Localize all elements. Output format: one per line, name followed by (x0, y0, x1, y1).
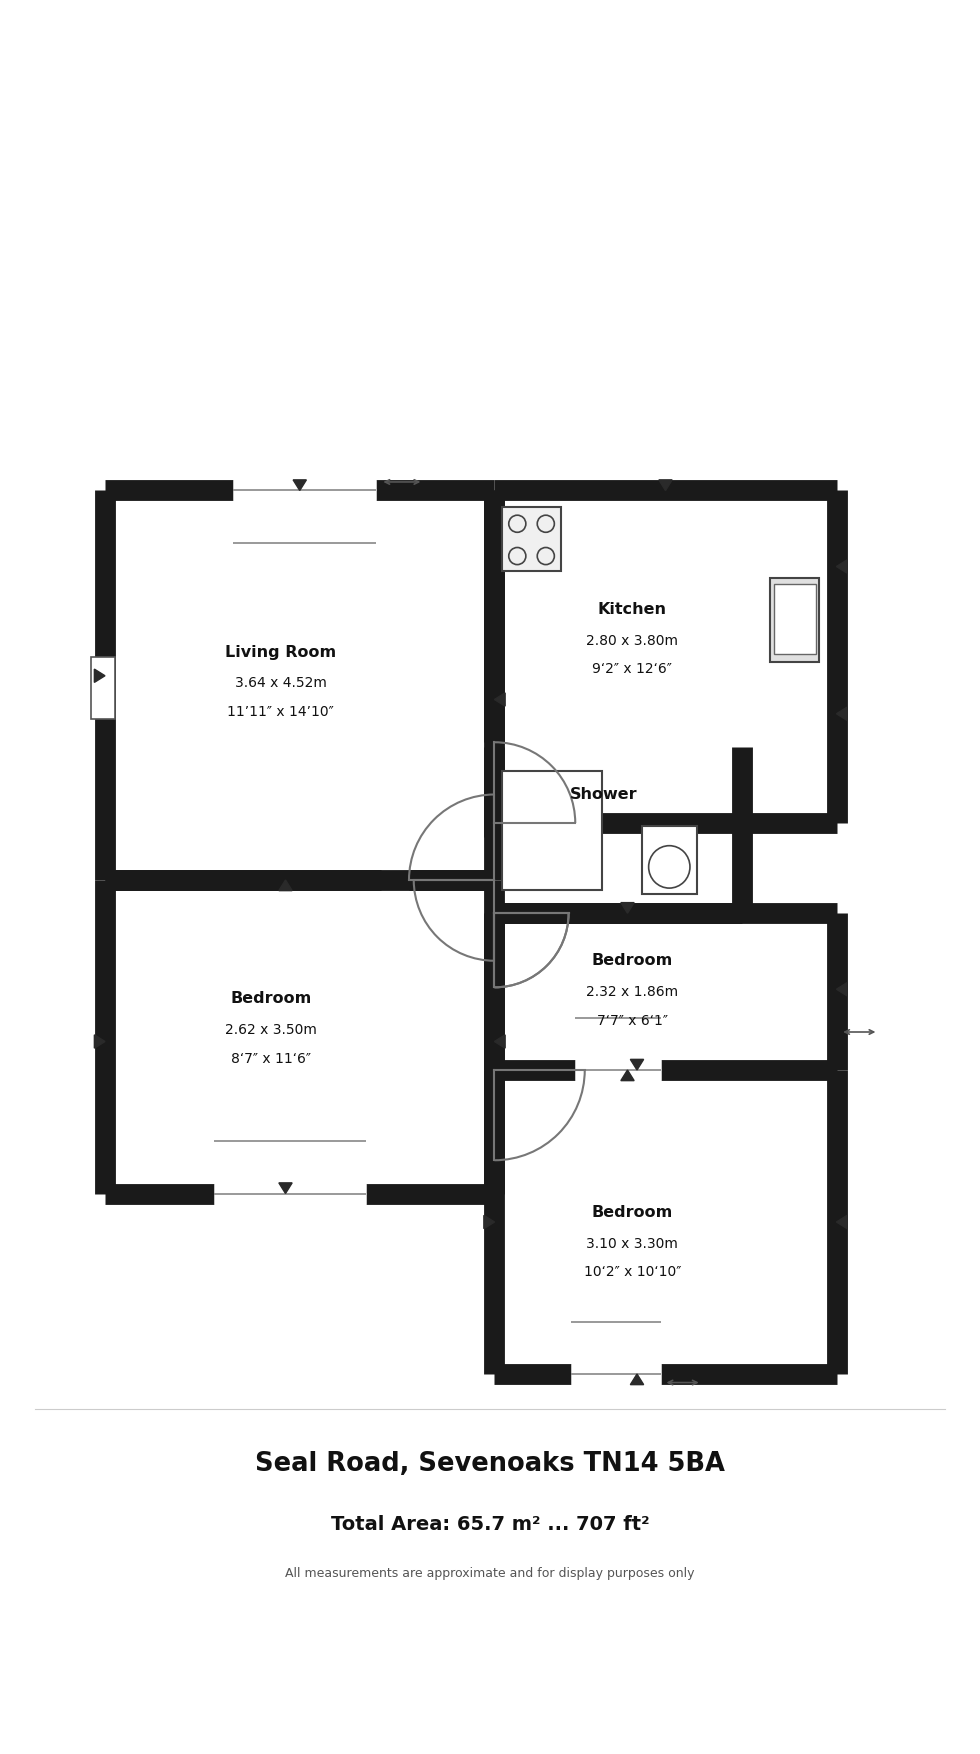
Polygon shape (837, 1216, 847, 1228)
Bar (502, 770, 602, 889)
Text: Living Room: Living Room (225, 644, 336, 660)
Text: 2.80 x 3.80m: 2.80 x 3.80m (586, 633, 678, 647)
Polygon shape (630, 1373, 644, 1384)
Text: All measurements are approximate and for display purposes only: All measurements are approximate and for… (285, 1568, 695, 1580)
Text: Shower: Shower (570, 788, 638, 802)
Text: Bedroom: Bedroom (592, 952, 673, 968)
Bar (502, 507, 561, 572)
Polygon shape (94, 668, 105, 682)
Text: 2.32 x 1.86m: 2.32 x 1.86m (586, 986, 678, 1000)
Polygon shape (621, 1070, 634, 1080)
Text: 3.10 x 3.30m: 3.10 x 3.30m (586, 1237, 678, 1251)
Polygon shape (621, 903, 634, 914)
Text: 7‘7″ x 6‘1″: 7‘7″ x 6‘1″ (597, 1014, 667, 1028)
Text: Bedroom: Bedroom (592, 1205, 673, 1221)
Polygon shape (484, 1216, 495, 1228)
Text: Bedroom: Bedroom (230, 991, 312, 1007)
Text: 8‘7″ x 11‘6″: 8‘7″ x 11‘6″ (231, 1052, 312, 1066)
Polygon shape (630, 1059, 644, 1070)
Bar (770, 577, 819, 661)
Ellipse shape (649, 845, 690, 888)
Polygon shape (837, 707, 847, 721)
Bar (91, 656, 115, 719)
Text: Total Area: 65.7 m² ... 707 ft²: Total Area: 65.7 m² ... 707 ft² (330, 1514, 650, 1533)
Polygon shape (837, 982, 847, 996)
Polygon shape (279, 881, 292, 891)
Text: 3.64 x 4.52m: 3.64 x 4.52m (235, 677, 326, 691)
Polygon shape (293, 481, 307, 491)
Polygon shape (837, 560, 847, 574)
Text: 10‘2″ x 10‘10″: 10‘2″ x 10‘10″ (583, 1265, 681, 1279)
Text: 9‘2″ x 12‘6″: 9‘2″ x 12‘6″ (592, 661, 672, 675)
Polygon shape (495, 1035, 505, 1049)
Bar (774, 584, 815, 654)
Polygon shape (279, 1182, 292, 1193)
Polygon shape (94, 1035, 105, 1049)
Bar (642, 826, 697, 895)
Text: Kitchen: Kitchen (598, 602, 666, 617)
Text: 11’11″ x 14’10″: 11’11″ x 14’10″ (227, 705, 334, 719)
Text: Seal Road, Sevenoaks TN14 5BA: Seal Road, Sevenoaks TN14 5BA (255, 1451, 725, 1477)
Polygon shape (659, 481, 672, 491)
Text: 2.62 x 3.50m: 2.62 x 3.50m (225, 1023, 318, 1037)
Polygon shape (495, 693, 505, 707)
